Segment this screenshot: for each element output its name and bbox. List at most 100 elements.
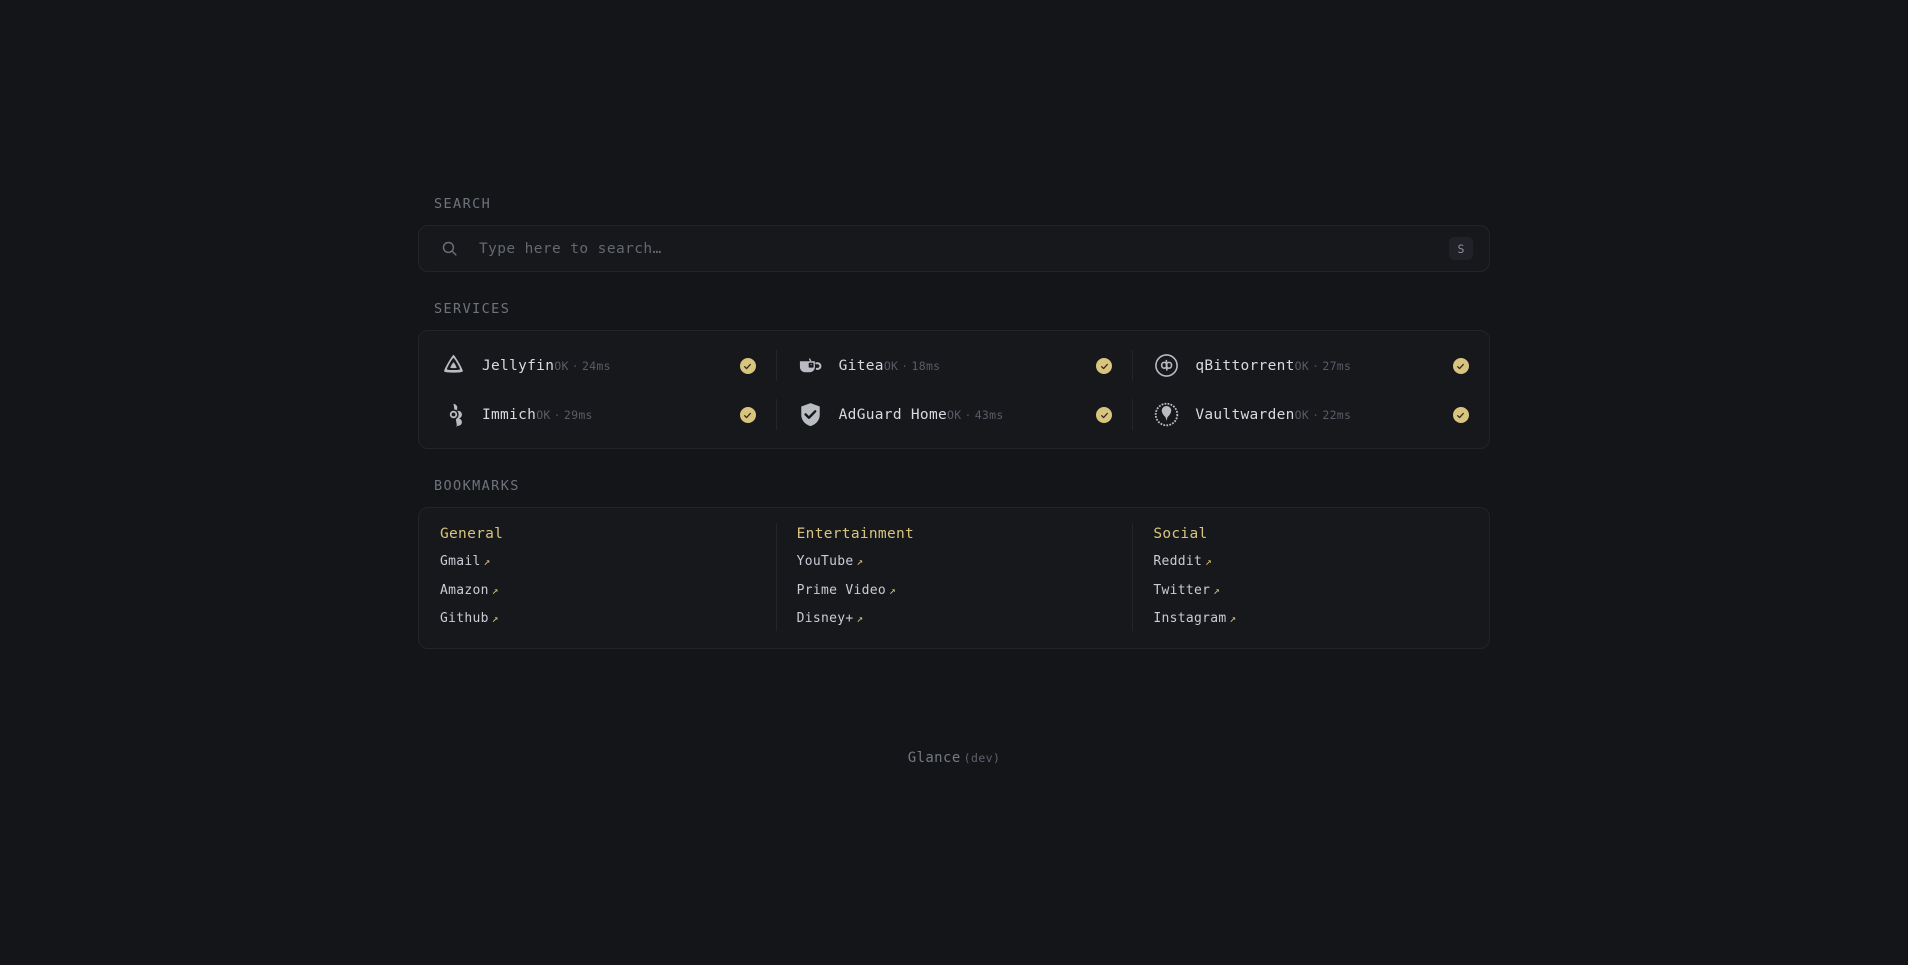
- column-divider: [1132, 350, 1134, 381]
- column-divider: [775, 399, 777, 430]
- search-icon: [441, 240, 458, 257]
- service-latency: 18ms: [911, 359, 941, 374]
- footer-version: (dev): [963, 751, 1001, 765]
- external-link-arrow-icon: ↗: [889, 583, 896, 597]
- meta-separator: ·: [1312, 359, 1320, 374]
- jellyfin-logo: [440, 352, 467, 379]
- bookmark-label: Gmail: [440, 554, 481, 569]
- gitea-logo: [797, 352, 824, 379]
- footer: Glance (dev): [908, 750, 1001, 965]
- service-item[interactable]: GiteaOK · 18ms: [775, 341, 1133, 390]
- service-status-meta: OK · 18ms: [884, 359, 941, 373]
- service-item[interactable]: qBittorrentOK · 27ms: [1132, 341, 1489, 390]
- service-status-meta: OK · 43ms: [947, 408, 1004, 422]
- adguard-logo: [797, 401, 824, 428]
- bookmark-link[interactable]: Reddit ↗: [1153, 555, 1469, 569]
- service-status-meta: OK · 29ms: [536, 408, 593, 422]
- external-link-arrow-icon: ↗: [1213, 583, 1221, 597]
- footer-app-name: Glance: [907, 750, 961, 766]
- service-status: OK: [1294, 408, 1310, 423]
- bookmark-label: Reddit: [1153, 554, 1203, 569]
- service-status: OK: [1294, 359, 1310, 374]
- service-name: AdGuard Home: [838, 407, 948, 424]
- services-section-label: SERVICES: [434, 301, 511, 317]
- bookmark-group: Entertainment YouTube ↗ Prime Video ↗ Disney+…: [775, 523, 1133, 631]
- service-latency: 43ms: [974, 408, 1004, 423]
- status-badge: [739, 356, 756, 375]
- bookmark-label: Instagram: [1153, 611, 1227, 627]
- external-link-arrow-icon: ↗: [483, 555, 491, 568]
- status-badge: [739, 405, 756, 424]
- bookmarks-widget: General Gmail ↗ Amazon ↗ Github ↗ Entertainment…: [418, 507, 1490, 649]
- service-latency: 24ms: [581, 359, 611, 374]
- search-widget[interactable]: S: [418, 225, 1490, 272]
- column-divider: [1132, 523, 1134, 631]
- check-icon: [1456, 356, 1465, 375]
- column-divider: [775, 523, 777, 631]
- bookmark-link[interactable]: Disney+ ↗: [797, 612, 1113, 626]
- search-input[interactable]: [458, 240, 1449, 257]
- service-status-meta: OK · 22ms: [1295, 408, 1352, 422]
- service-status: OK: [947, 408, 962, 423]
- bookmark-link[interactable]: YouTube ↗: [797, 555, 1113, 569]
- service-item[interactable]: ImmichOK · 29ms: [419, 390, 776, 439]
- search-shortcut-key[interactable]: S: [1449, 237, 1473, 260]
- bookmark-link[interactable]: Twitter ↗: [1153, 582, 1469, 598]
- status-badge: [1096, 356, 1113, 375]
- status-badge: [1096, 405, 1113, 424]
- bookmark-link[interactable]: Instagram ↗: [1153, 612, 1469, 626]
- external-link-arrow-icon: ↗: [856, 555, 864, 568]
- bookmark-group: General Gmail ↗ Amazon ↗ Github ↗: [419, 526, 776, 626]
- service-name: Gitea: [838, 358, 884, 375]
- service-name: qBittorrent: [1195, 358, 1295, 375]
- service-item[interactable]: AdGuard HomeOK · 43ms: [775, 390, 1133, 439]
- check-icon: [743, 356, 752, 375]
- immich-logo: [440, 401, 467, 428]
- check-icon: [743, 405, 752, 424]
- bookmark-group-title: Entertainment: [796, 526, 915, 542]
- meta-separator: ·: [964, 408, 972, 423]
- bookmark-group: Social Reddit ↗ Twitter ↗ Instagram ↗: [1132, 523, 1489, 631]
- bookmark-link[interactable]: Github ↗: [440, 612, 756, 626]
- external-link-arrow-icon: ↗: [491, 583, 499, 597]
- bookmark-link[interactable]: Prime Video ↗: [797, 583, 1113, 598]
- column-divider: [1132, 399, 1134, 430]
- service-name: Vaultwarden: [1195, 407, 1295, 424]
- bookmark-link[interactable]: Amazon ↗: [440, 582, 756, 598]
- meta-separator: ·: [553, 408, 561, 423]
- bookmark-group-title: Social: [1153, 526, 1208, 542]
- status-badge: [1452, 356, 1469, 375]
- meta-separator: ·: [1312, 408, 1320, 423]
- qbittorrent-logo: [1153, 352, 1180, 379]
- meta-separator: ·: [901, 359, 909, 374]
- service-name: Immich: [482, 407, 537, 424]
- services-widget: JellyfinOK · 24ms GiteaOK · 18ms qBittorrentOK…: [418, 330, 1490, 449]
- external-link-arrow-icon: ↗: [1205, 555, 1213, 568]
- external-link-arrow-icon: ↗: [856, 612, 864, 626]
- check-icon: [1100, 405, 1109, 424]
- meta-separator: ·: [571, 359, 579, 374]
- bookmark-label: Twitter: [1153, 582, 1211, 598]
- vaultwarden-logo: [1153, 401, 1180, 428]
- service-status: OK: [536, 408, 551, 423]
- service-status: OK: [554, 359, 569, 374]
- bookmark-link[interactable]: Gmail ↗: [440, 555, 756, 569]
- service-name: Jellyfin: [482, 358, 555, 375]
- service-status-meta: OK · 27ms: [1295, 359, 1352, 373]
- search-section-label: SEARCH: [434, 196, 492, 212]
- service-item[interactable]: VaultwardenOK · 22ms: [1132, 390, 1489, 439]
- bookmark-label: Github: [440, 611, 489, 627]
- content-container: SEARCH S SERVICES JellyfinOK·24msGiteaOK…: [418, 196, 1490, 649]
- bookmark-label: YouTube: [796, 554, 854, 569]
- status-badge: [1452, 405, 1469, 424]
- column-divider: [775, 350, 777, 381]
- bookmark-group-title: General: [440, 526, 504, 542]
- check-icon: [1456, 405, 1465, 424]
- check-icon: [1100, 356, 1109, 375]
- service-latency: 29ms: [563, 408, 593, 423]
- bookmarks-section-label: BOOKMARKS: [434, 478, 520, 494]
- service-latency: 22ms: [1322, 408, 1352, 423]
- bookmark-label: Amazon: [440, 582, 489, 598]
- service-item[interactable]: JellyfinOK · 24ms: [419, 341, 776, 390]
